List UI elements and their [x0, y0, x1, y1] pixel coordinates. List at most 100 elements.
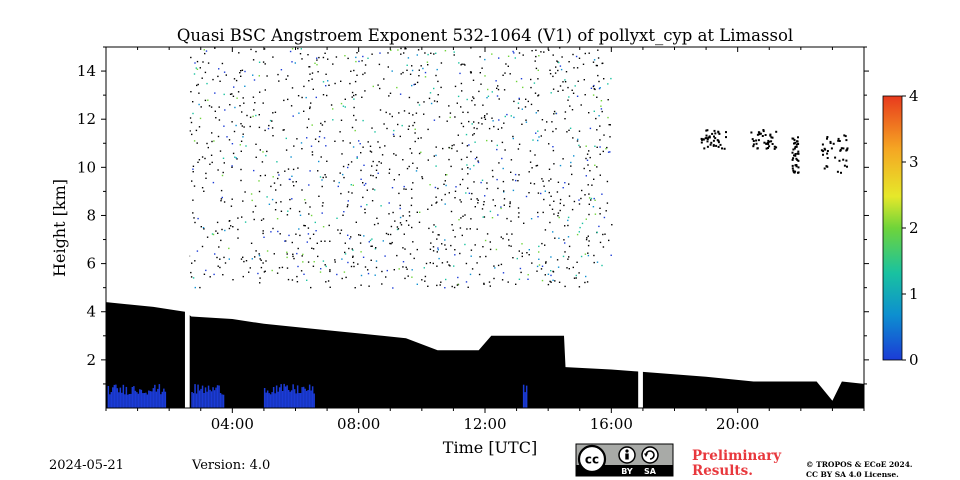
- speckle: [260, 219, 263, 221]
- cirrus-pixel: [843, 164, 846, 167]
- speckle: [370, 245, 372, 247]
- speckle: [552, 270, 554, 273]
- speckle: [550, 178, 552, 180]
- speckle: [358, 60, 360, 63]
- cirrus-pixel: [793, 154, 795, 157]
- cirrus-pixel: [795, 145, 798, 148]
- speckle: [401, 124, 403, 127]
- speckle: [364, 266, 367, 268]
- cirrus-patch: [820, 134, 849, 174]
- speckle: [360, 152, 362, 154]
- speckle: [530, 86, 532, 89]
- cirrus-pixel: [792, 148, 795, 151]
- speckle: [534, 92, 537, 94]
- speckle: [388, 95, 390, 97]
- speckle: [340, 80, 342, 82]
- speckle: [361, 60, 363, 62]
- speckle: [544, 244, 546, 246]
- speckle: [449, 265, 451, 267]
- speckle: [521, 243, 523, 245]
- speckle: [211, 161, 213, 164]
- speckle: [552, 88, 555, 90]
- speckle: [309, 237, 311, 240]
- speckle: [322, 56, 325, 59]
- speckle: [482, 246, 484, 248]
- speckle: [398, 174, 400, 176]
- speckle: [448, 158, 450, 161]
- speckle: [465, 192, 467, 194]
- speckle: [202, 227, 205, 229]
- speckle: [325, 145, 327, 147]
- speckle: [217, 75, 219, 78]
- speckle: [599, 87, 601, 89]
- speckle: [599, 139, 601, 141]
- speckle: [384, 255, 386, 257]
- speckle: [593, 84, 595, 87]
- speckle: [314, 62, 316, 64]
- speckle: [192, 212, 194, 214]
- speckle: [374, 274, 376, 276]
- cirrus-pixel: [761, 135, 764, 137]
- cirrus-pixel: [725, 131, 727, 134]
- speckle: [535, 132, 537, 134]
- speckle: [436, 284, 438, 287]
- speckle: [341, 153, 343, 155]
- speckle: [350, 161, 353, 163]
- low-value-column: [209, 389, 211, 408]
- speckle: [284, 170, 286, 172]
- speckle: [329, 240, 331, 242]
- speckle: [262, 218, 265, 220]
- speckle: [408, 125, 410, 127]
- speckle: [454, 249, 456, 251]
- speckle: [254, 256, 256, 258]
- low-value-column: [206, 391, 208, 408]
- speckle: [436, 201, 438, 203]
- cirrus-pixel: [769, 134, 772, 137]
- speckle: [470, 218, 472, 220]
- cirrus-pixel: [718, 132, 721, 135]
- cirrus-pixel: [826, 150, 829, 152]
- speckle: [264, 270, 266, 272]
- speckle: [596, 261, 599, 263]
- signal-layer: [106, 302, 864, 408]
- speckle: [561, 56, 563, 58]
- speckle: [483, 116, 486, 119]
- speckle: [550, 281, 552, 283]
- speckle: [325, 281, 327, 283]
- speckle: [359, 242, 362, 244]
- speckle: [414, 140, 416, 143]
- speckle: [468, 192, 471, 194]
- speckle: [597, 49, 599, 51]
- cirrus-pixel: [717, 130, 720, 133]
- speckle: [424, 52, 426, 54]
- cirrus-pixel: [700, 137, 703, 140]
- speckle: [235, 124, 237, 127]
- low-value-column: [143, 393, 146, 408]
- speckle: [557, 212, 560, 214]
- speckle: [339, 232, 341, 235]
- speckle: [601, 264, 603, 267]
- speckle: [322, 202, 324, 204]
- speckle: [287, 98, 289, 101]
- cirrus-pixel: [839, 149, 842, 152]
- speckle: [308, 80, 310, 82]
- speckle: [272, 176, 274, 178]
- speckle: [428, 97, 431, 100]
- low-value-column: [307, 390, 309, 408]
- speckle: [552, 130, 554, 133]
- cirrus-pixel: [705, 134, 708, 137]
- speckle: [596, 64, 598, 67]
- low-value-column: [274, 393, 276, 408]
- speckle: [446, 174, 448, 176]
- low-value-column: [107, 386, 110, 408]
- speckle: [213, 273, 215, 276]
- cirrus-pixel: [713, 135, 715, 138]
- speckle: [604, 233, 606, 235]
- speckle: [486, 139, 488, 142]
- speckle: [544, 274, 546, 276]
- speckle: [503, 190, 505, 192]
- speckle: [367, 269, 369, 271]
- x-tick-label: 12:00: [463, 415, 506, 433]
- speckle: [273, 253, 275, 255]
- speckle: [307, 54, 309, 56]
